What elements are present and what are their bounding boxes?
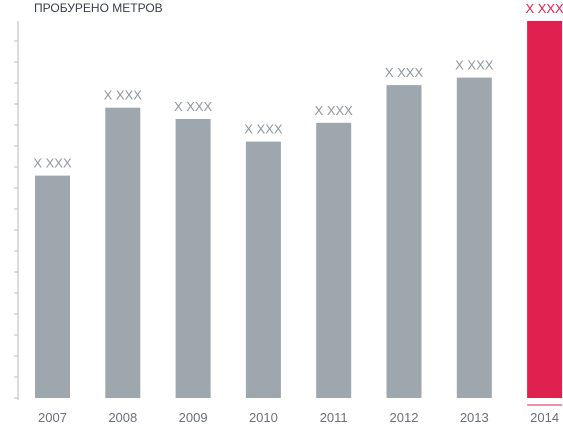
chart-title: ПРОБУРЕНО МЕТРОВ: [34, 1, 163, 15]
bar-2007: [35, 175, 70, 398]
x-tick-labels-group: 2007 2008 2009 2010 2011 2012 2013 2014: [38, 404, 563, 424]
data-label-2007: X XXX: [33, 156, 72, 171]
data-labels-group: X XXX X XXX X XXX X XXX X XXX X XXX X XXX X XXX: [33, 1, 563, 171]
x-tick-label-2010: 2010: [249, 410, 278, 424]
x-tick-label-2011: 2011: [320, 410, 348, 424]
data-label-2014: X XXX: [525, 1, 563, 16]
data-label-2009: X XXX: [174, 99, 213, 114]
bar-2008: [105, 107, 141, 398]
x-tick-label-2008: 2008: [108, 410, 137, 424]
x-tick-label-2009: 2009: [179, 410, 208, 424]
bar-2013: [456, 77, 492, 398]
y-axis: [14, 21, 19, 400]
x-tick-label-2012: 2012: [390, 410, 419, 424]
x-tick-label-2007: 2007: [38, 410, 67, 424]
x-tick-label-2014: 2014: [530, 410, 559, 424]
x-tick-label-2013: 2013: [460, 410, 489, 424]
data-label-2010: X XXX: [244, 122, 283, 137]
data-label-2013: X XXX: [455, 58, 494, 73]
bars-group: [35, 21, 563, 399]
bar-2011: [316, 122, 352, 399]
bar-2009: [175, 119, 211, 398]
data-label-2011: X XXX: [315, 103, 354, 118]
bar-2014: [527, 21, 563, 398]
data-label-2012: X XXX: [385, 65, 424, 80]
bar-2010: [245, 141, 281, 398]
bar-2012: [386, 85, 422, 398]
data-label-2008: X XXX: [104, 88, 143, 103]
